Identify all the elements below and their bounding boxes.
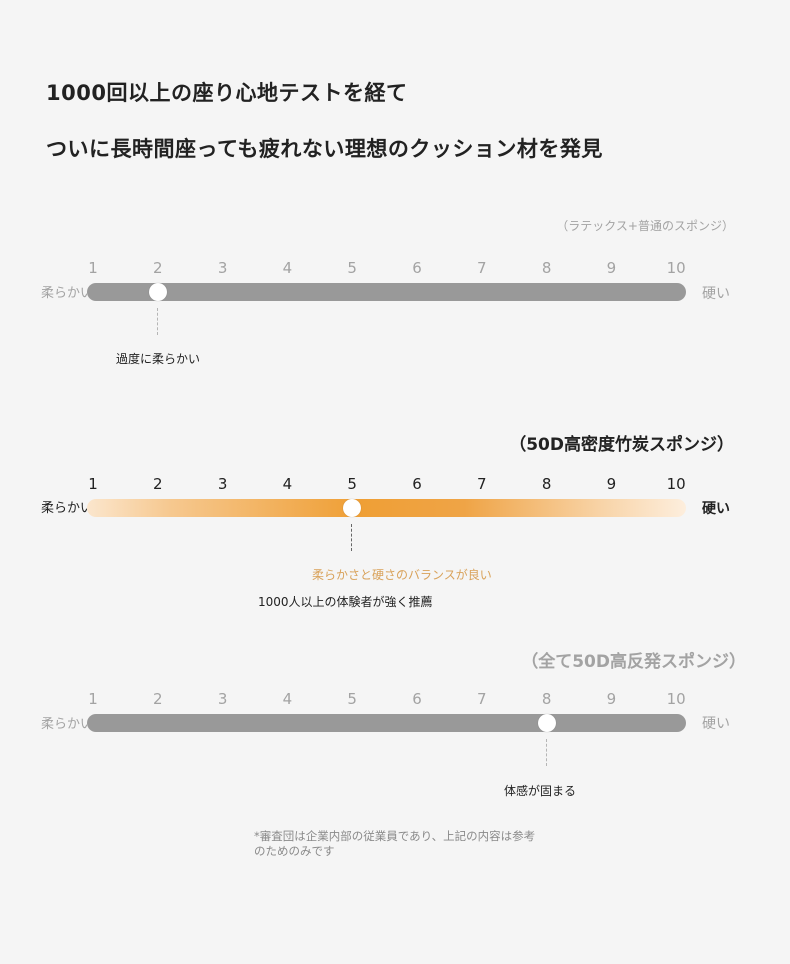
tick-label: 6 (412, 690, 422, 708)
tick-label: 9 (606, 475, 617, 493)
hardness-marker (537, 714, 556, 732)
tick-label: 4 (282, 259, 293, 277)
tick-label: 2 (153, 690, 163, 708)
tick-label: 4 (282, 690, 293, 708)
marker-leader-line (351, 524, 353, 551)
scale-ticks: 1 2 3 4 5 6 7 8 9 10 (82, 259, 694, 279)
tick-label: 9 (606, 259, 617, 277)
marker-label: 過度に柔らかい (116, 352, 201, 366)
tick-label: 8 (541, 475, 552, 493)
tick-label: 5 (347, 690, 357, 708)
soft-label: 柔らかい (41, 717, 94, 732)
tick-label: 2 (153, 475, 163, 493)
marker-label: 体感が固まる (504, 784, 577, 798)
scale-ticks: 1 2 3 4 5 6 7 8 9 10 (82, 475, 694, 495)
tick-label: 7 (477, 475, 487, 493)
tick-label: 7 (477, 259, 487, 277)
hardness-track (87, 499, 686, 517)
tick-label: 8 (541, 690, 552, 708)
tick-label: 5 (347, 259, 357, 277)
tick-label: 2 (153, 259, 163, 277)
hard-label: 硬い (702, 501, 730, 517)
hardness-marker (148, 283, 167, 301)
tick-label: 6 (412, 259, 422, 277)
marker-leader-line (545, 739, 547, 766)
tick-label: 5 (347, 475, 357, 493)
footnote: *審査団は企業内部の従業員であり、上記の内容は参考のためのみです (254, 829, 536, 858)
tick-label: 8 (541, 259, 552, 277)
hardness-track (87, 283, 686, 301)
marker-label-accent: 柔らかさと硬さのバランスが良い (312, 568, 492, 582)
tick-label: 10 (666, 475, 686, 493)
tick-label: 1 (88, 475, 98, 493)
scale-ticks: 1 2 3 4 5 6 7 8 9 10 (82, 690, 694, 710)
hardness-track (87, 714, 686, 732)
headline-line-1: 1000回以上の座り心地テストを経て (46, 81, 408, 105)
scale-caption: （全て50D高反発スポンジ） (521, 652, 746, 672)
hard-label: 硬い (702, 716, 730, 732)
scale-caption: （ラテックス+普通のスポンジ） (556, 219, 734, 233)
tick-label: 6 (412, 475, 422, 493)
marker-label: 1000人以上の体験者が強く推薦 (258, 595, 433, 609)
tick-label: 3 (217, 475, 228, 493)
hardness-marker (343, 499, 362, 517)
tick-label: 10 (666, 690, 686, 708)
tick-label: 1 (88, 259, 98, 277)
soft-label: 柔らかい (41, 501, 94, 516)
tick-label: 7 (477, 690, 487, 708)
tick-label: 10 (666, 259, 686, 277)
headline-line-2: ついに長時間座っても疲れない理想のクッション材を発見 (46, 137, 603, 161)
soft-label: 柔らかい (41, 286, 94, 301)
tick-label: 3 (217, 690, 228, 708)
tick-label: 4 (282, 475, 293, 493)
marker-leader-line (156, 308, 158, 335)
scale-caption: （50D高密度竹炭スポンジ） (509, 435, 734, 455)
tick-label: 1 (88, 690, 98, 708)
tick-label: 3 (217, 259, 228, 277)
hard-label: 硬い (702, 286, 730, 302)
tick-label: 9 (606, 690, 617, 708)
